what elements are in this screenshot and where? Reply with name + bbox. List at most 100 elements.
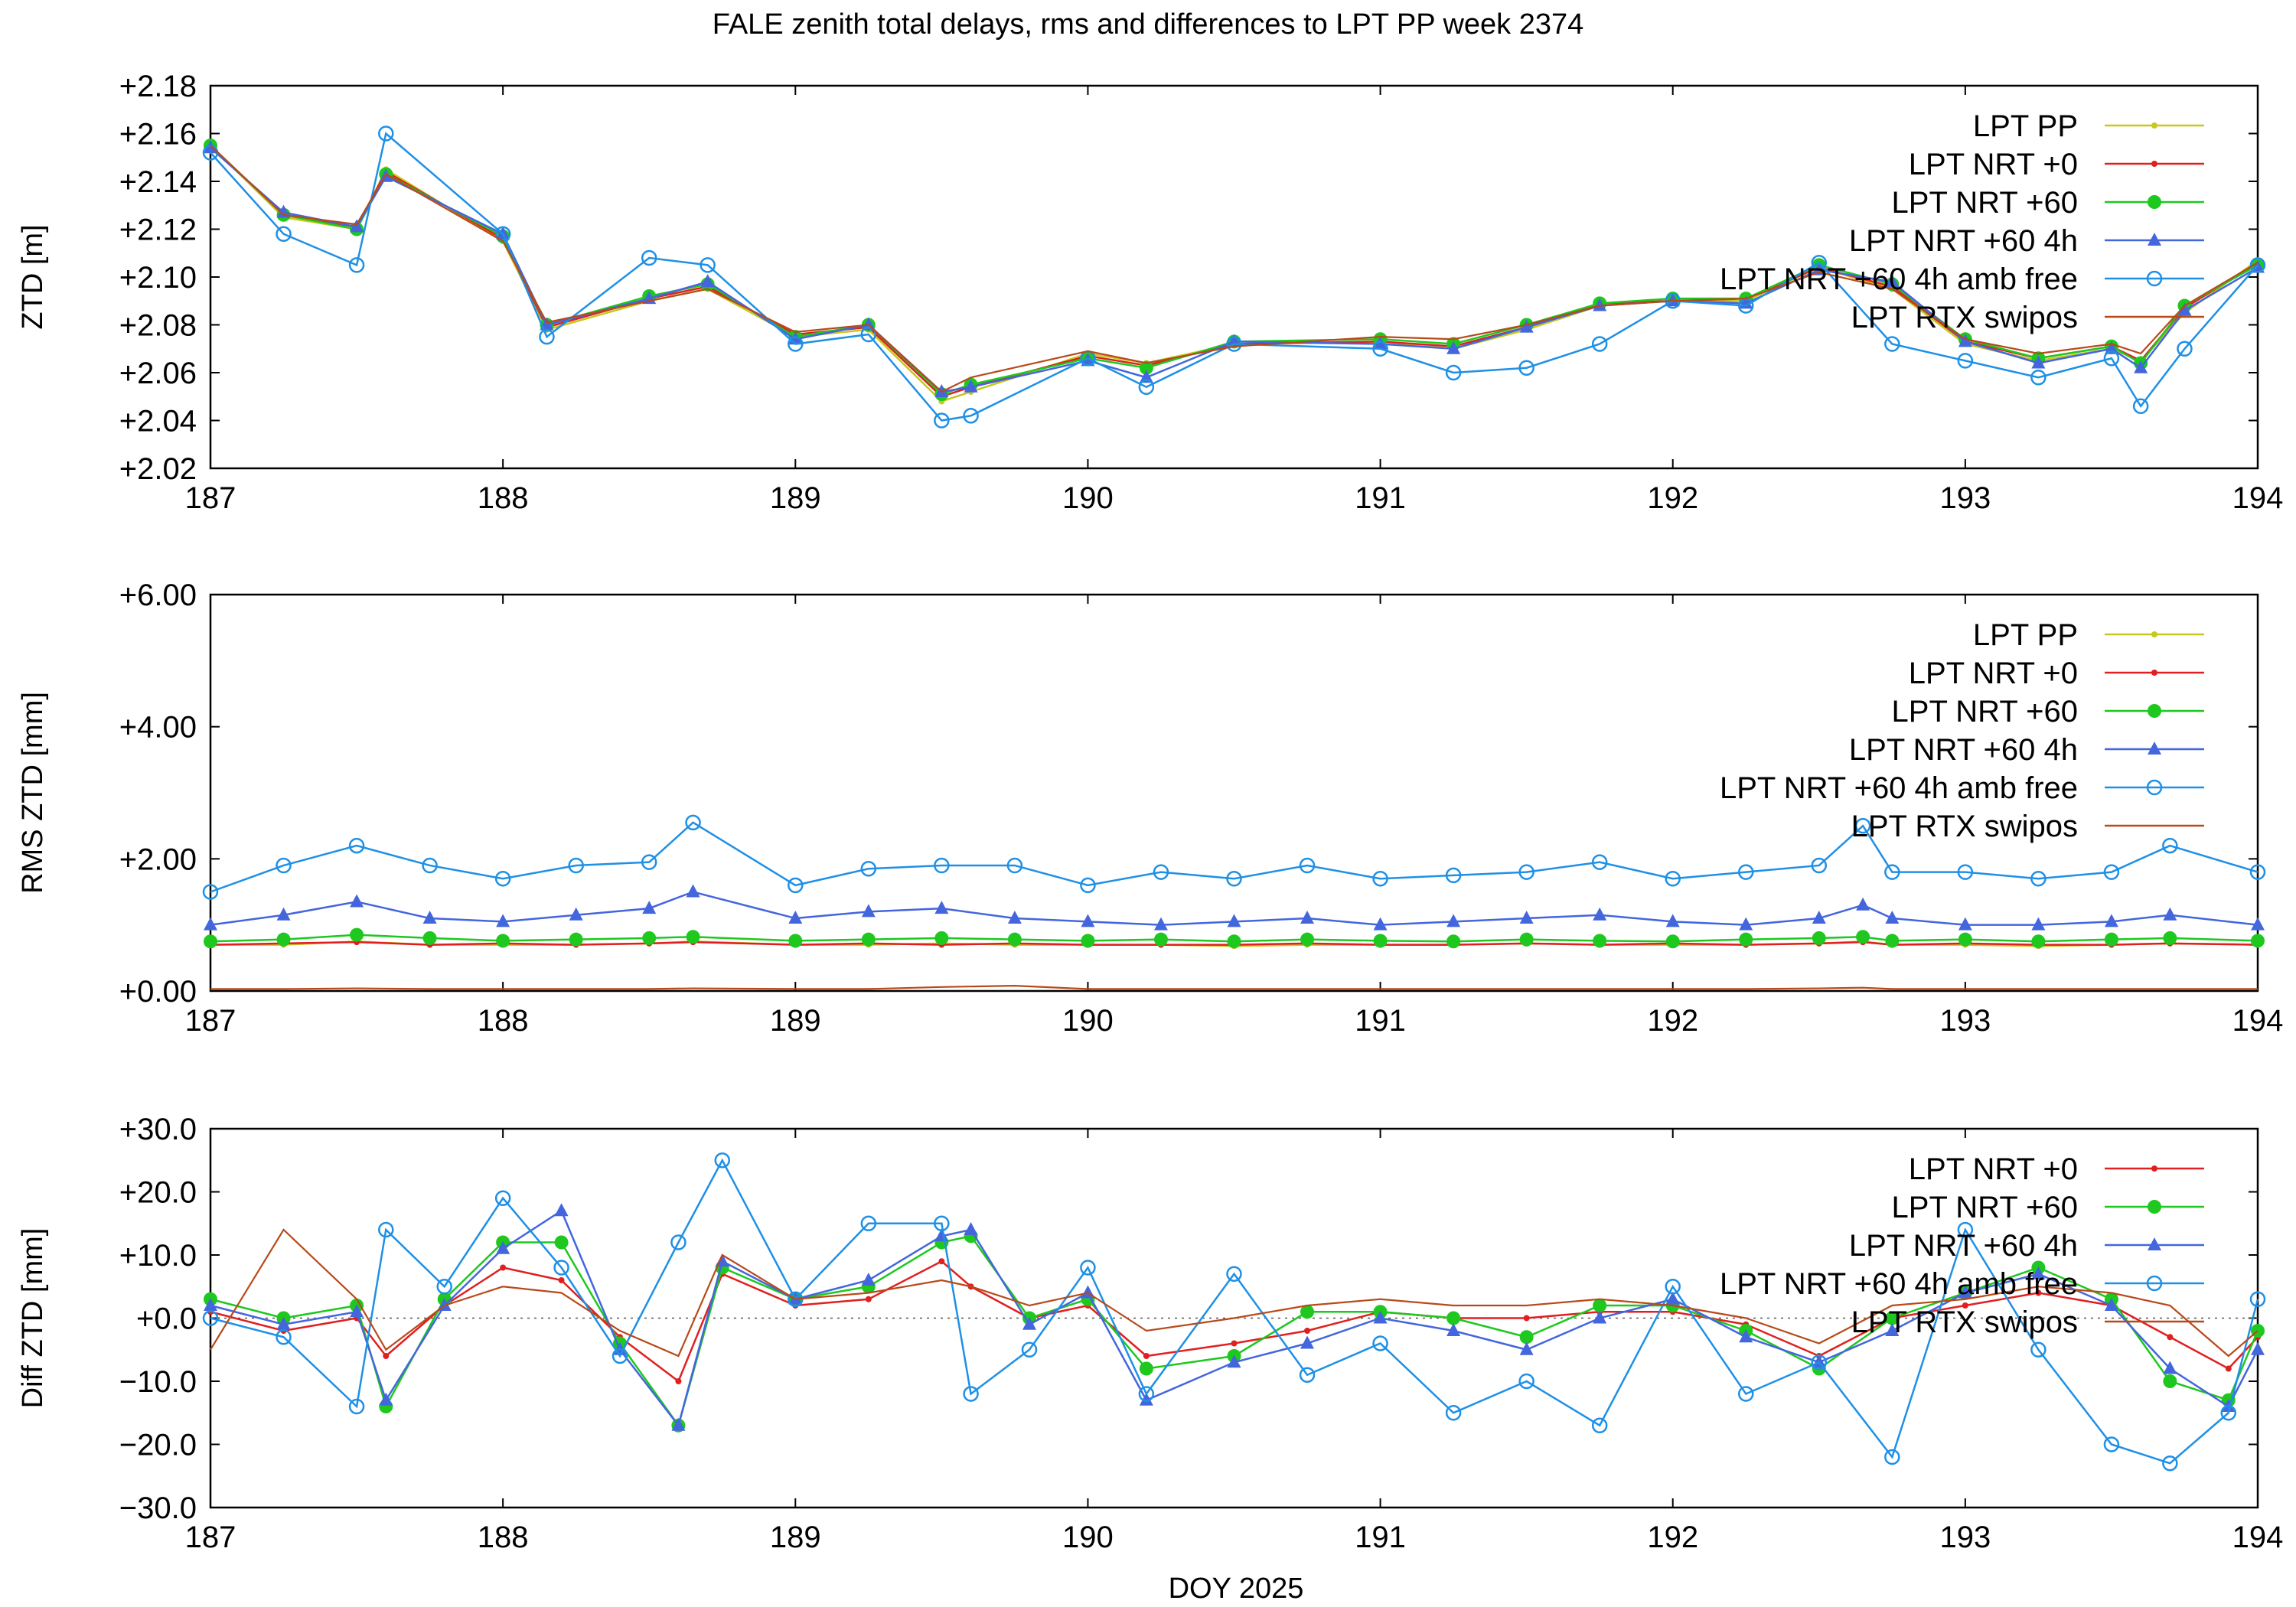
lpt-nrt-60-4h-point-16 [1446, 341, 1461, 354]
lpt-nrt-60-4h-point-30 [2163, 1361, 2177, 1374]
diff-ztd-y-tick-label: −30.0 [119, 1491, 197, 1525]
lpt-nrt-0-point-legend [2151, 1165, 2157, 1172]
lpt-nrt-60-4h-amb-free-point-16 [1372, 870, 1388, 887]
lpt-nrt-60-4h-amb-free-point-29 [2103, 1436, 2120, 1452]
lpt-nrt-60-4h-point-1 [276, 1316, 291, 1330]
lpt-nrt-60-point-10 [934, 931, 949, 945]
lpt-nrt-60-4h-series [204, 884, 2265, 931]
lpt-nrt-60-point-9 [861, 932, 876, 947]
lpt-nrt-60-point-legend [2148, 704, 2161, 718]
lpt-nrt-60-point-23 [1856, 930, 1870, 944]
lpt-nrt-60-4h-point-5 [496, 1240, 510, 1254]
ztd-y-tick-label: +2.18 [119, 70, 197, 103]
lpt-nrt-60-4h-amb-free-series [202, 814, 2266, 900]
lpt-nrt-60-4h-point-27 [2177, 302, 2192, 316]
diff-ztd-y-tick-label: +30.0 [119, 1113, 197, 1146]
lpt-nrt-60-4h-amb-free-point-25 [2103, 350, 2120, 367]
ztd-y-tick-label: +2.12 [119, 214, 197, 247]
lpt-nrt-60-4h-point-14 [1227, 914, 1241, 927]
lpt-nrt-60-4h-point-26 [2031, 917, 2046, 931]
lpt-nrt-60-4h-amb-free-point-26 [1884, 1449, 1900, 1465]
lpt-nrt-60-4h-point-11 [1007, 911, 1022, 924]
lpt-nrt-60-4h-point-20 [1446, 1323, 1461, 1336]
legend-label-lpt-nrt-60: LPT NRT +60 [1892, 186, 2078, 220]
lpt-nrt-60-4h-point-25 [1958, 917, 1972, 931]
lpt-nrt-60-4h-point-22 [1885, 274, 1900, 288]
lpt-nrt-60-4h-amb-free-point-5 [539, 328, 555, 345]
legend-label-lpt-nrt-60: LPT NRT +60 [1892, 695, 2078, 729]
ztd-x-tick-label: 187 [185, 481, 236, 515]
lpt-nrt-60-4h-point-22 [1812, 911, 1826, 924]
lpt-nrt-60-point-22 [1812, 931, 1826, 945]
lpt-nrt-60-4h-point-21 [1519, 1341, 1534, 1355]
lpt-nrt-60-4h-point-6 [554, 1203, 569, 1217]
x-axis-label: DOY 2025 [1169, 1573, 1304, 1605]
lpt-nrt-60-point-12 [1081, 934, 1095, 948]
lpt-nrt-60-4h-amb-free-point-17 [1445, 867, 1462, 884]
lpt-nrt-60-4h-amb-free-point-0 [202, 1310, 219, 1326]
lpt-nrt-60-point-8 [788, 934, 803, 948]
diff-ztd-x-tick-label: 193 [1939, 1521, 1991, 1554]
legend-label-lpt-rtx-swipos: LPT RTX swipos [1851, 1305, 2078, 1339]
lpt-nrt-60-4h-point-26 [2134, 360, 2148, 373]
lpt-nrt-0-point-5 [500, 1264, 507, 1271]
lpt-nrt-60-point-15 [1300, 932, 1315, 947]
ztd-x-tick-label: 194 [2232, 481, 2284, 515]
lpt-nrt-60-4h-point-23 [1958, 334, 1972, 347]
lpt-nrt-60-point-27 [2104, 932, 2118, 947]
lpt-nrt-60-4h-point-29 [2251, 917, 2265, 931]
lpt-nrt-60-4h-amb-free-point-14 [1226, 336, 1242, 352]
lpt-nrt-60-4h-amb-free-point-3 [378, 125, 394, 142]
lpt-nrt-60-4h-amb-free-point-8 [788, 877, 804, 894]
legend-label-lpt-nrt-60-4h: LPT NRT +60 4h [1849, 1229, 2078, 1263]
lpt-nrt-60-point-28 [2163, 931, 2177, 945]
lpt-nrt-60-4h-amb-free-point-5 [568, 857, 584, 874]
legend-label-lpt-nrt-0: LPT NRT +0 [1909, 657, 2078, 690]
lpt-rtx-swipos-line [210, 984, 2258, 990]
lpt-nrt-60-4h-amb-free-point-legend [2146, 1275, 2163, 1292]
lpt-nrt-60-4h-amb-free-point-23 [1957, 353, 1974, 369]
lpt-nrt-60-4h-line [210, 891, 2258, 926]
lpt-nrt-60-4h-amb-free-point-16 [1138, 1386, 1155, 1402]
rms-ztd-x-tick-label: 190 [1062, 1004, 1114, 1038]
lpt-nrt-60-4h-amb-free-point-5 [494, 1190, 511, 1206]
lpt-nrt-60-4h-point-9 [861, 904, 876, 918]
lpt-nrt-60-4h-amb-free-point-11 [860, 1215, 877, 1231]
rms-ztd-x-tick-label: 191 [1355, 1004, 1406, 1038]
lpt-nrt-60-4h-point-10 [934, 384, 949, 397]
lpt-nrt-0-point-27 [1962, 1302, 1968, 1309]
lpt-nrt-60-4h-amb-free-point-0 [202, 884, 219, 900]
lpt-nrt-60-point-1 [276, 932, 291, 947]
lpt-nrt-60-4h-amb-free-point-15 [1080, 1260, 1096, 1276]
figure-title: FALE zenith total delays, rms and differ… [713, 8, 1584, 41]
lpt-nrt-60-point-legend [2148, 195, 2161, 209]
lpt-nrt-60-4h-point-8 [788, 911, 803, 924]
lpt-nrt-60-point-18 [1519, 932, 1534, 947]
lpt-nrt-60-4h-point-0 [204, 917, 217, 931]
lpt-rtx-swipos-line [210, 145, 2258, 393]
lpt-nrt-60-4h-amb-free-point-2 [348, 257, 365, 273]
lpt-nrt-60-point-16 [1373, 934, 1388, 948]
lpt-pp-point-legend [2151, 122, 2157, 129]
legend-label-lpt-nrt-0: LPT NRT +0 [1909, 1152, 2078, 1186]
lpt-nrt-60-4h-point-7 [686, 884, 700, 898]
lpt-nrt-60-point-6 [554, 1235, 569, 1250]
lpt-nrt-60-4h-amb-free-point-24 [1884, 864, 1900, 880]
lpt-nrt-60-4h-amb-free-point-12 [1080, 877, 1096, 894]
lpt-nrt-60-4h-point-18 [1519, 911, 1534, 924]
lpt-nrt-60-4h-point-6 [642, 901, 657, 914]
lpt-nrt-60-4h-amb-free-point-9 [860, 861, 877, 877]
lpt-nrt-60-4h-amb-free-point-2 [348, 1398, 365, 1415]
diff-ztd-y-tick-label: +20.0 [119, 1176, 197, 1210]
ztd-legend: LPT PP LPT NRT +0 LPT NRT +60 LPT NRT +60 4… [1720, 109, 2204, 334]
lpt-nrt-60-4h-amb-free-point-25 [1811, 1354, 1828, 1371]
lpt-nrt-0-point-3 [383, 1353, 390, 1359]
lpt-nrt-60-point-18 [1300, 1305, 1315, 1319]
rms-ztd-x-tick-label: 189 [770, 1004, 821, 1038]
lpt-nrt-60-4h-amb-free-point-29 [2249, 864, 2266, 880]
lpt-nrt-60-4h-point-0 [204, 1298, 217, 1311]
lpt-nrt-60-point-22 [1593, 1299, 1607, 1312]
lpt-nrt-60-4h-point-27 [2104, 914, 2118, 927]
legend-label-lpt-pp: LPT PP [1973, 618, 2078, 652]
rms-ztd-plot-frame [209, 593, 2259, 993]
